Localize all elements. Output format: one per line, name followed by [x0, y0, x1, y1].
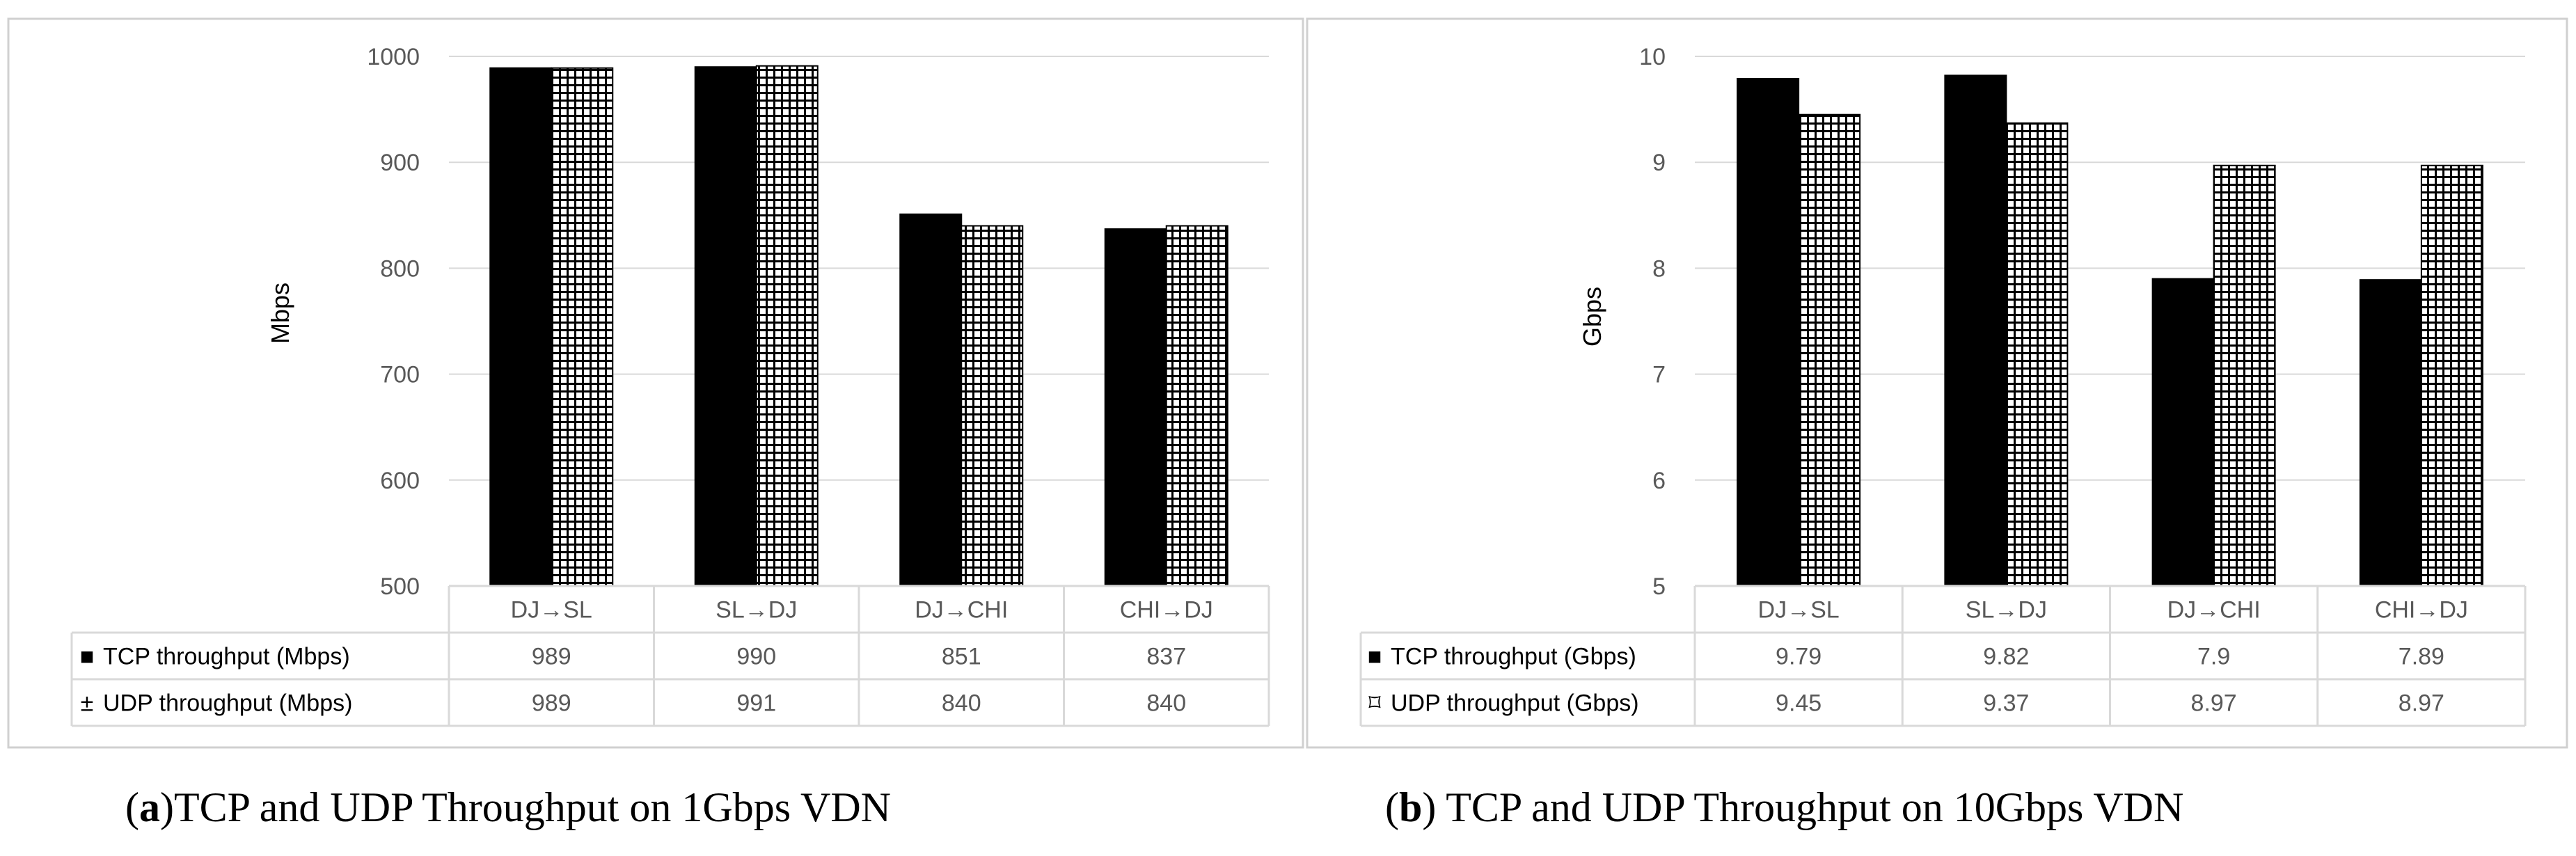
chart-frame — [1306, 17, 2568, 749]
bar-tcp-3 — [2151, 278, 2215, 587]
data-label: 9.82 — [1983, 644, 2029, 670]
caption: (b) TCP and UDP Throughput on 10Gbps VDN — [1385, 784, 2183, 830]
category-label: DJ→CHI — [915, 597, 1008, 624]
data-label: 9.45 — [1776, 690, 1822, 717]
legend-label-tcp: TCP throughput (Gbps) — [1391, 644, 1636, 670]
y-tick-label: 5 — [1652, 573, 1666, 600]
category-label: CHI→DJ — [2375, 597, 2468, 624]
category-label: SL→DJ — [1966, 597, 2047, 624]
bar-tcp-4 — [1104, 228, 1167, 587]
legend-symbol-tcp: ■ — [1368, 644, 1382, 670]
caption-label: a — [139, 784, 160, 830]
y-tick-label: 900 — [380, 150, 420, 176]
chart-frame — [7, 17, 1304, 749]
data-label: 8.97 — [2399, 690, 2444, 717]
y-tick-label: 6 — [1652, 468, 1666, 494]
category-label: DJ→SL — [1758, 597, 1840, 624]
data-label: 840 — [942, 690, 981, 717]
data-label: 9.79 — [1776, 644, 1822, 670]
category-label: DJ→CHI — [2167, 597, 2261, 624]
data-label: 851 — [942, 644, 981, 670]
bar-tcp-3 — [899, 213, 963, 587]
y-tick-label: 1000 — [367, 44, 420, 70]
bar-udp-2 — [2005, 122, 2069, 587]
data-label: 7.9 — [2197, 644, 2230, 670]
caption-label: b — [1399, 784, 1422, 830]
data-label: 989 — [532, 644, 571, 670]
data-label: 840 — [1146, 690, 1186, 717]
bar-udp-2 — [755, 65, 819, 587]
bar-udp-3 — [2213, 164, 2276, 587]
caption-open-paren: ( — [125, 784, 139, 830]
legend-label-udp: UDP throughput (Mbps) — [103, 690, 352, 717]
bar-tcp-2 — [1944, 74, 2007, 587]
data-label: 9.37 — [1983, 690, 2029, 717]
data-label: 990 — [736, 644, 776, 670]
chart-panel-2: 5 6 7 8 9 10 Gbps DJ→SL SL→DJ DJ→CHI CHI→DJ ■ TCP th… — [1306, 17, 2568, 830]
category-label: DJ→SL — [511, 597, 592, 624]
caption: (a)TCP and UDP Throughput on 1Gbps VDN — [125, 784, 891, 830]
category-label: SL→DJ — [716, 597, 797, 624]
bar-udp-1 — [1798, 113, 1861, 587]
data-label: 8.97 — [2191, 690, 2237, 717]
y-tick-label: 7 — [1652, 362, 1666, 388]
bar-udp-3 — [961, 225, 1024, 587]
y-tick-label: 8 — [1652, 255, 1666, 282]
bar-tcp-4 — [2359, 279, 2422, 587]
bar-tcp-2 — [694, 66, 757, 587]
bar-tcp-1 — [1737, 77, 1800, 587]
bar-udp-4 — [2420, 164, 2483, 587]
data-label: 7.89 — [2399, 644, 2444, 670]
data-label: 837 — [1146, 644, 1186, 670]
legend-symbol-tcp: ■ — [80, 644, 95, 670]
chart-panel-1: 500 600 700 800 900 1000 Mbps DJ→SL SL→DJ DJ→CHI C… — [7, 17, 1304, 830]
legend-label-tcp: TCP throughput (Mbps) — [103, 644, 350, 670]
y-axis-label: Mbps — [266, 283, 294, 344]
caption-open-paren: ( — [1385, 784, 1399, 830]
bar-tcp-1 — [489, 67, 553, 587]
bar-udp-4 — [1165, 225, 1228, 587]
category-label: CHI→DJ — [1120, 597, 1213, 624]
bar-udp-1 — [551, 67, 614, 587]
y-axis-label: Gbps — [1578, 287, 1606, 347]
y-tick-label: 600 — [380, 468, 420, 494]
caption-text: ) TCP and UDP Throughput on 10Gbps VDN — [1422, 784, 2183, 830]
legend-symbol-udp: ± — [81, 690, 94, 717]
y-tick-label: 500 — [380, 573, 420, 600]
data-label: 989 — [532, 690, 571, 717]
legend-symbol-udp: ⌑ — [1368, 690, 1381, 717]
caption-text: )TCP and UDP Throughput on 1Gbps VDN — [160, 784, 891, 830]
legend-label-udp: UDP throughput (Gbps) — [1391, 690, 1639, 717]
y-tick-label: 10 — [1639, 44, 1666, 70]
y-tick-label: 9 — [1652, 150, 1666, 176]
y-tick-label: 700 — [380, 362, 420, 388]
y-tick-label: 800 — [380, 255, 420, 282]
data-label: 991 — [736, 690, 776, 717]
chart-panels: 500 600 700 800 900 1000 Mbps DJ→SL SL→DJ DJ→CHI C… — [7, 17, 2568, 830]
